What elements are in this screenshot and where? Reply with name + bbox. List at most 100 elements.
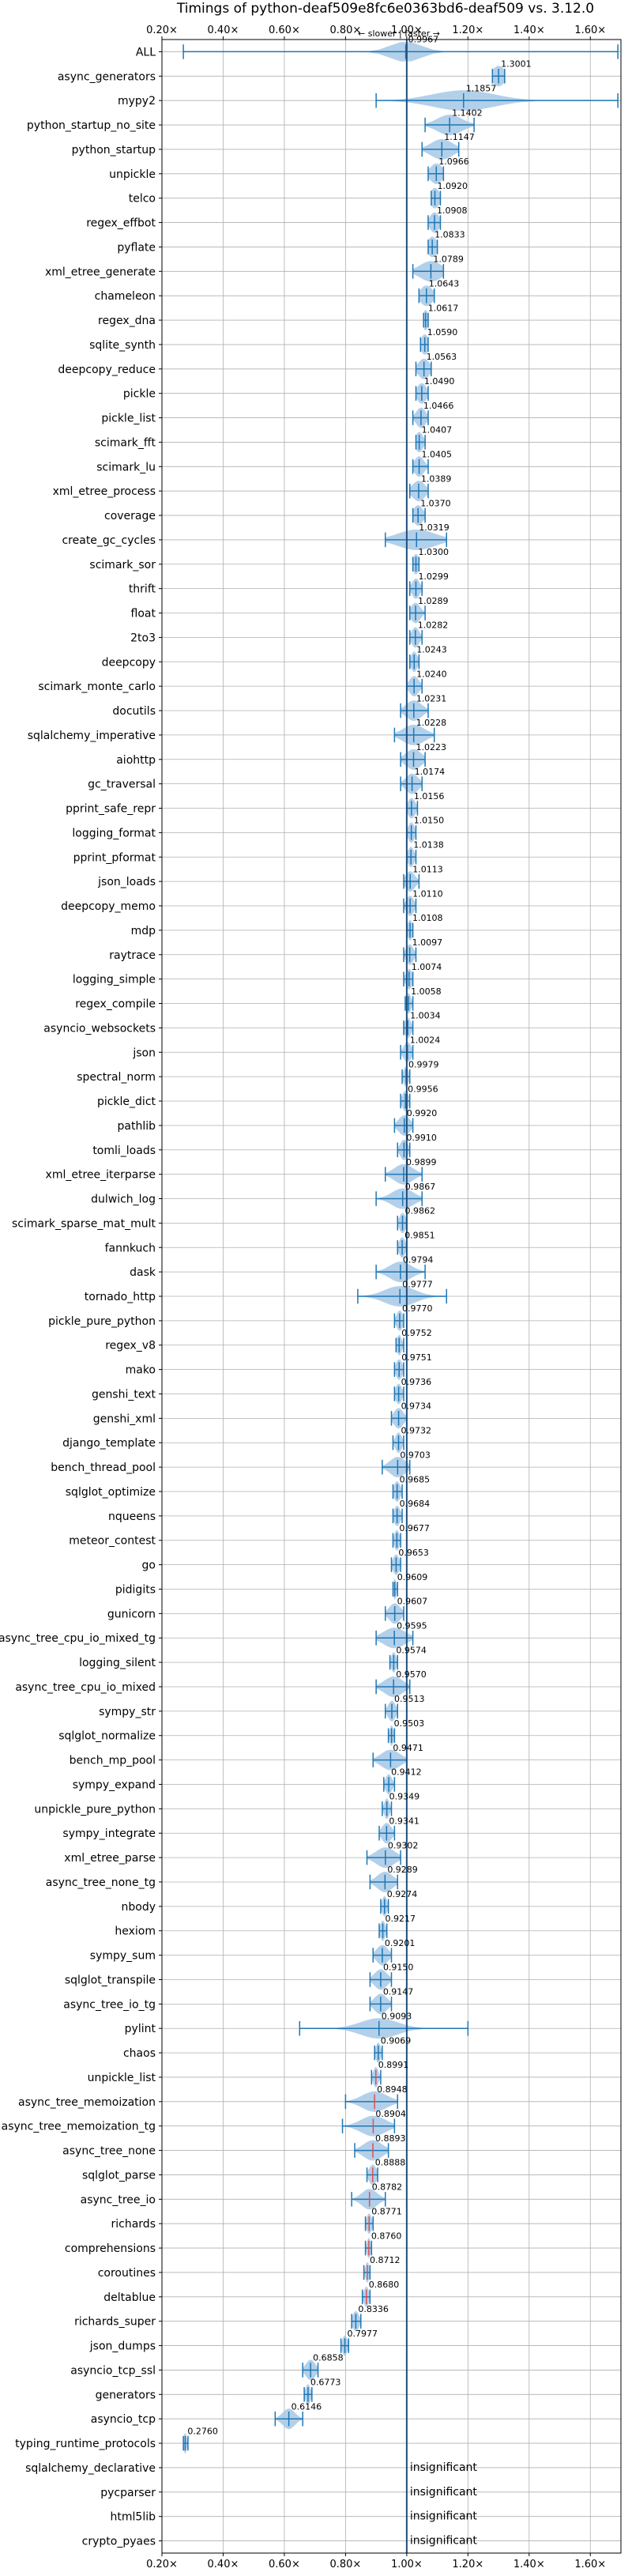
value-label: 1.0110 bbox=[412, 888, 443, 899]
benchmark-label: async_tree_io_tg bbox=[63, 1998, 156, 2011]
benchmark-label: xml_etree_parse bbox=[64, 1852, 156, 1865]
value-label: 0.9653 bbox=[398, 1548, 429, 1558]
value-label: 1.0228 bbox=[416, 718, 447, 728]
benchmark-label: python_startup bbox=[72, 144, 156, 157]
x-tick-label-top: 0.80× bbox=[329, 25, 361, 36]
value-label: 0.9770 bbox=[402, 1303, 433, 1314]
value-label: 0.9341 bbox=[389, 1816, 419, 1826]
benchmark-label: telco bbox=[129, 193, 156, 206]
benchmark-label: async_tree_cpu_io_mixed_tg bbox=[0, 1632, 156, 1645]
value-label: 0.8760 bbox=[371, 2231, 402, 2241]
benchmark-label: tornado_http bbox=[85, 1291, 156, 1303]
benchmark-label: scimark_monte_carlo bbox=[38, 681, 156, 693]
x-tick-label-bottom: 1.20× bbox=[452, 2559, 483, 2570]
benchmark-label: thrift bbox=[129, 583, 156, 596]
value-label: 0.9734 bbox=[401, 1401, 432, 1412]
insignificant-label: insignificant bbox=[410, 2486, 478, 2499]
value-label: 0.8904 bbox=[375, 2109, 405, 2119]
benchmark-label: deepcopy_memo bbox=[61, 900, 156, 913]
value-label: 0.9570 bbox=[396, 1669, 426, 1680]
benchmark-label: raytrace bbox=[109, 949, 156, 962]
benchmark-label: 2to3 bbox=[130, 632, 156, 644]
x-tick-label-top: 1.40× bbox=[514, 25, 545, 36]
benchmark-label: dulwich_log bbox=[91, 1194, 156, 1206]
benchmark-label: mako bbox=[126, 1364, 156, 1377]
value-label: 0.9513 bbox=[394, 1694, 425, 1704]
benchmark-label: pprint_safe_repr bbox=[66, 803, 156, 816]
benchmark-label: sqlglot_normalize bbox=[58, 1730, 156, 1743]
benchmark-label: logging_format bbox=[72, 827, 156, 839]
benchmark-label: mdp bbox=[131, 925, 156, 937]
value-label: 1.0231 bbox=[416, 693, 447, 703]
chart-title: Timings of python-deaf509e8fc6e0363bd6-d… bbox=[176, 1, 594, 17]
value-label: 0.8948 bbox=[377, 2084, 408, 2095]
value-label: 0.9751 bbox=[401, 1352, 431, 1363]
value-label: 1.0563 bbox=[427, 352, 457, 362]
value-label: 0.9150 bbox=[383, 1963, 414, 1973]
value-label: 0.9736 bbox=[401, 1377, 432, 1387]
value-label: 1.0138 bbox=[413, 840, 444, 850]
benchmark-label: async_tree_io bbox=[81, 2193, 156, 2206]
value-label: 1.0156 bbox=[414, 791, 445, 801]
benchmark-label: async_tree_none_tg bbox=[46, 1876, 156, 1889]
value-label: 0.8991 bbox=[378, 2060, 409, 2070]
benchmark-label: bench_thread_pool bbox=[51, 1461, 156, 1474]
value-label: 1.0300 bbox=[418, 547, 449, 557]
value-label: 1.0920 bbox=[438, 181, 468, 191]
benchmark-label: crypto_pyaes bbox=[82, 2536, 156, 2548]
benchmark-label: scimark_fft bbox=[95, 436, 156, 449]
benchmark-label: xml_etree_process bbox=[53, 485, 156, 498]
benchmark-label: pyflate bbox=[117, 241, 156, 254]
benchmark-label: pickle_dict bbox=[97, 1096, 156, 1108]
benchmark-label: genshi_text bbox=[92, 1388, 156, 1401]
value-label: 1.1402 bbox=[452, 107, 483, 118]
value-label: 0.9920 bbox=[407, 1108, 438, 1118]
benchmark-label: unpickle bbox=[109, 168, 156, 181]
value-label: 0.9703 bbox=[400, 1450, 431, 1460]
benchmark-label: chaos bbox=[123, 2047, 156, 2060]
value-label: 0.9685 bbox=[400, 1474, 430, 1484]
benchmark-label: deepcopy bbox=[102, 656, 156, 669]
value-label: 1.0617 bbox=[428, 303, 459, 313]
benchmark-labels: ALL0.9967async_generators1.3001mypy21.18… bbox=[0, 35, 532, 2548]
value-label: 0.9851 bbox=[404, 1231, 435, 1241]
value-label: 1.0966 bbox=[438, 157, 469, 167]
value-label: 1.0299 bbox=[418, 571, 449, 582]
benchmark-label: pathlib bbox=[118, 1120, 156, 1133]
value-label: 0.9609 bbox=[397, 1572, 428, 1582]
value-label: 0.8888 bbox=[375, 2158, 405, 2168]
benchmark-label: pprint_pformat bbox=[73, 851, 156, 864]
value-label: 1.0407 bbox=[422, 425, 453, 436]
value-label: 0.9979 bbox=[408, 1059, 439, 1069]
benchmark-label: python_startup_no_site bbox=[27, 119, 156, 132]
value-label: 0.9684 bbox=[400, 1499, 431, 1509]
x-tick-label-top: 1.20× bbox=[452, 25, 483, 36]
benchmark-label: regex_compile bbox=[75, 998, 156, 1011]
benchmark-label: aiohttp bbox=[116, 754, 156, 767]
value-label: 0.7977 bbox=[348, 2329, 378, 2339]
value-label: 1.0490 bbox=[424, 376, 455, 387]
benchmark-label: ALL bbox=[136, 46, 156, 58]
benchmark-label: asyncio_websockets bbox=[43, 1022, 156, 1035]
benchmark-label: comprehensions bbox=[65, 2242, 156, 2255]
value-label: 0.9777 bbox=[402, 1279, 433, 1289]
benchmark-label: create_gc_cycles bbox=[62, 534, 156, 547]
x-tick-label-top: 1.60× bbox=[574, 25, 606, 36]
benchmark-label: pidigits bbox=[115, 1583, 156, 1596]
value-label: 0.9595 bbox=[397, 1621, 427, 1631]
value-label: 0.6858 bbox=[313, 2353, 344, 2363]
value-label: 0.9147 bbox=[383, 1987, 414, 1997]
benchmark-label: sympy_integrate bbox=[62, 1827, 156, 1840]
x-tick-label-bottom: 1.40× bbox=[514, 2559, 545, 2570]
x-tick-label-bottom: 0.80× bbox=[329, 2559, 361, 2570]
benchmark-label: django_template bbox=[62, 1437, 156, 1450]
value-label: 1.0405 bbox=[422, 450, 453, 460]
benchmark-label: nqueens bbox=[108, 1511, 156, 1523]
value-label: 0.9069 bbox=[381, 2035, 411, 2046]
benchmark-label: go bbox=[142, 1560, 156, 1572]
benchmark-label: sympy_str bbox=[99, 1706, 156, 1718]
x-tick-label-top: 0.60× bbox=[269, 25, 300, 36]
benchmark-label: asyncio_tcp bbox=[91, 2413, 156, 2426]
benchmark-label: gc_traversal bbox=[88, 779, 156, 791]
